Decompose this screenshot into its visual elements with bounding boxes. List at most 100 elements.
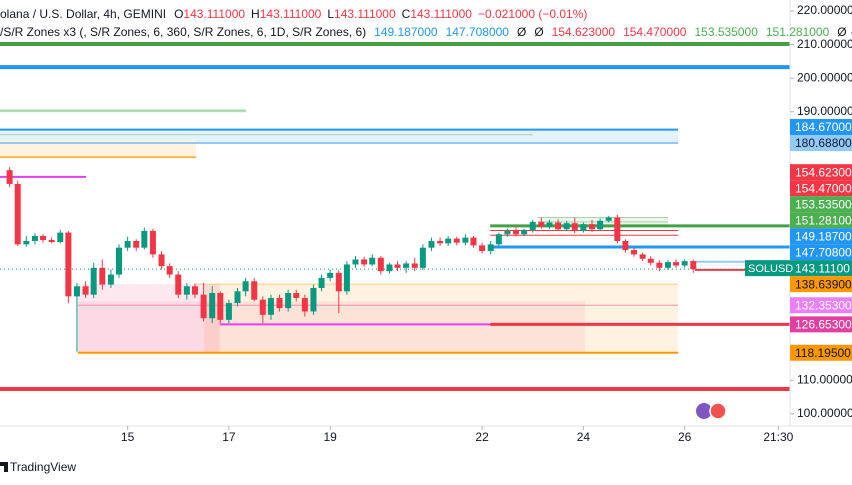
candle-body (82, 286, 89, 295)
candle-body (327, 272, 334, 278)
y-tick-label: 220.00000 (797, 3, 852, 17)
candle-body (14, 183, 21, 245)
candle-body (437, 240, 444, 244)
candle-body (183, 286, 190, 295)
status-icons[interactable] (696, 402, 727, 420)
candle-body (495, 234, 502, 245)
symbol-tag-box (745, 260, 790, 277)
zone-box (204, 284, 679, 353)
price-label: 147.70800 (795, 245, 852, 259)
x-tick-label: 26 (678, 430, 692, 444)
candle-body (411, 263, 418, 268)
candle-body (673, 262, 680, 266)
legend-text: 154.470000 (623, 25, 687, 39)
legend-text: 154.623000 (552, 25, 616, 39)
candle-body (259, 299, 266, 315)
price-label-box (790, 135, 852, 152)
candle-body (141, 230, 148, 248)
legend-text: −0.021000 (−0.01%) (478, 7, 587, 21)
candle-body (504, 230, 511, 235)
candle-body (563, 223, 570, 230)
price-label-box (790, 164, 852, 181)
legend-text: C (402, 7, 411, 21)
brand-logo[interactable]: TradingView (0, 460, 76, 474)
price-label-box (790, 297, 852, 314)
candle-body (529, 221, 536, 230)
candle-body (99, 267, 106, 285)
legend-text: 149.187000 (374, 25, 438, 39)
candle-body (428, 240, 435, 248)
candle-body (690, 261, 697, 270)
zone-box (77, 301, 585, 353)
candle-body (664, 262, 671, 268)
y-tick-label: 110.00000 (797, 372, 852, 386)
x-tick-label: 15 (121, 430, 135, 444)
candle-body (555, 222, 562, 230)
legend-text: Ø ··· (837, 25, 852, 39)
price-label: 153.53500 (795, 197, 852, 211)
icon[interactable] (696, 403, 712, 419)
candle-body (453, 238, 460, 243)
candle-body (158, 254, 165, 267)
x-tick-label: 21:30 (763, 430, 793, 444)
symbol-tag: SOLUSD (748, 263, 793, 275)
candle-body (631, 250, 638, 255)
legend-line: /S/R Zones x3 (, S/R Zones, 6, 360, S/R … (0, 25, 852, 39)
legend-line: olana / U.S. Dollar, 4h, GEMINI O143.1110… (0, 7, 587, 21)
y-tick-label: 200.00000 (797, 70, 852, 84)
price-label: 126.65300 (795, 318, 852, 332)
candle-body (48, 239, 55, 242)
candle-body (23, 240, 30, 245)
price-label: 154.47000 (795, 181, 852, 195)
price-label-box (790, 196, 852, 213)
zone-box (0, 140, 196, 158)
candle-body (90, 267, 97, 295)
candle-body (622, 240, 629, 251)
price-label: 118.19500 (795, 346, 851, 360)
x-tick-label: 24 (577, 430, 591, 444)
y-tick-label: 100.00000 (797, 406, 852, 420)
candle-body (293, 292, 300, 299)
legend-text: 147.708000 (446, 25, 510, 39)
candle-body (124, 240, 131, 248)
candle-body (538, 221, 545, 227)
legend-text: H (251, 7, 260, 21)
candle-body (597, 220, 604, 230)
candle-body (352, 259, 359, 265)
candle-body (65, 232, 72, 297)
candle-body (343, 264, 350, 292)
icon[interactable] (709, 402, 727, 420)
candle-body (681, 261, 688, 266)
candle-body (479, 245, 486, 252)
logo-mark (0, 462, 8, 472)
candle-body (191, 286, 198, 295)
candle-body (242, 281, 249, 292)
legend-text: Ø (517, 25, 526, 39)
candle-body (149, 230, 156, 255)
candle-body (276, 298, 283, 309)
candle-body (614, 217, 621, 241)
candle-body (133, 240, 140, 248)
legend-text: O (174, 7, 183, 21)
candle-body (57, 232, 64, 242)
price-label: 143.11100 (795, 261, 850, 275)
x-tick-label: 19 (323, 430, 337, 444)
candle-body (470, 237, 477, 246)
price-label: 154.62300 (795, 165, 852, 179)
candle-body (546, 222, 553, 227)
candle-body (588, 224, 595, 230)
legend-text: 143.111000 (410, 7, 472, 21)
candle-body (377, 257, 384, 272)
candle-body (639, 254, 646, 259)
candle-body (285, 292, 292, 309)
price-label-box (790, 344, 852, 361)
candle-body (251, 281, 258, 300)
candle-body (487, 244, 494, 252)
candle-body (166, 266, 173, 275)
price-label-box (790, 228, 852, 245)
price-label-box (790, 260, 852, 277)
legend-text: 153.535000 (694, 25, 758, 39)
price-label: 132.35300 (795, 298, 852, 312)
